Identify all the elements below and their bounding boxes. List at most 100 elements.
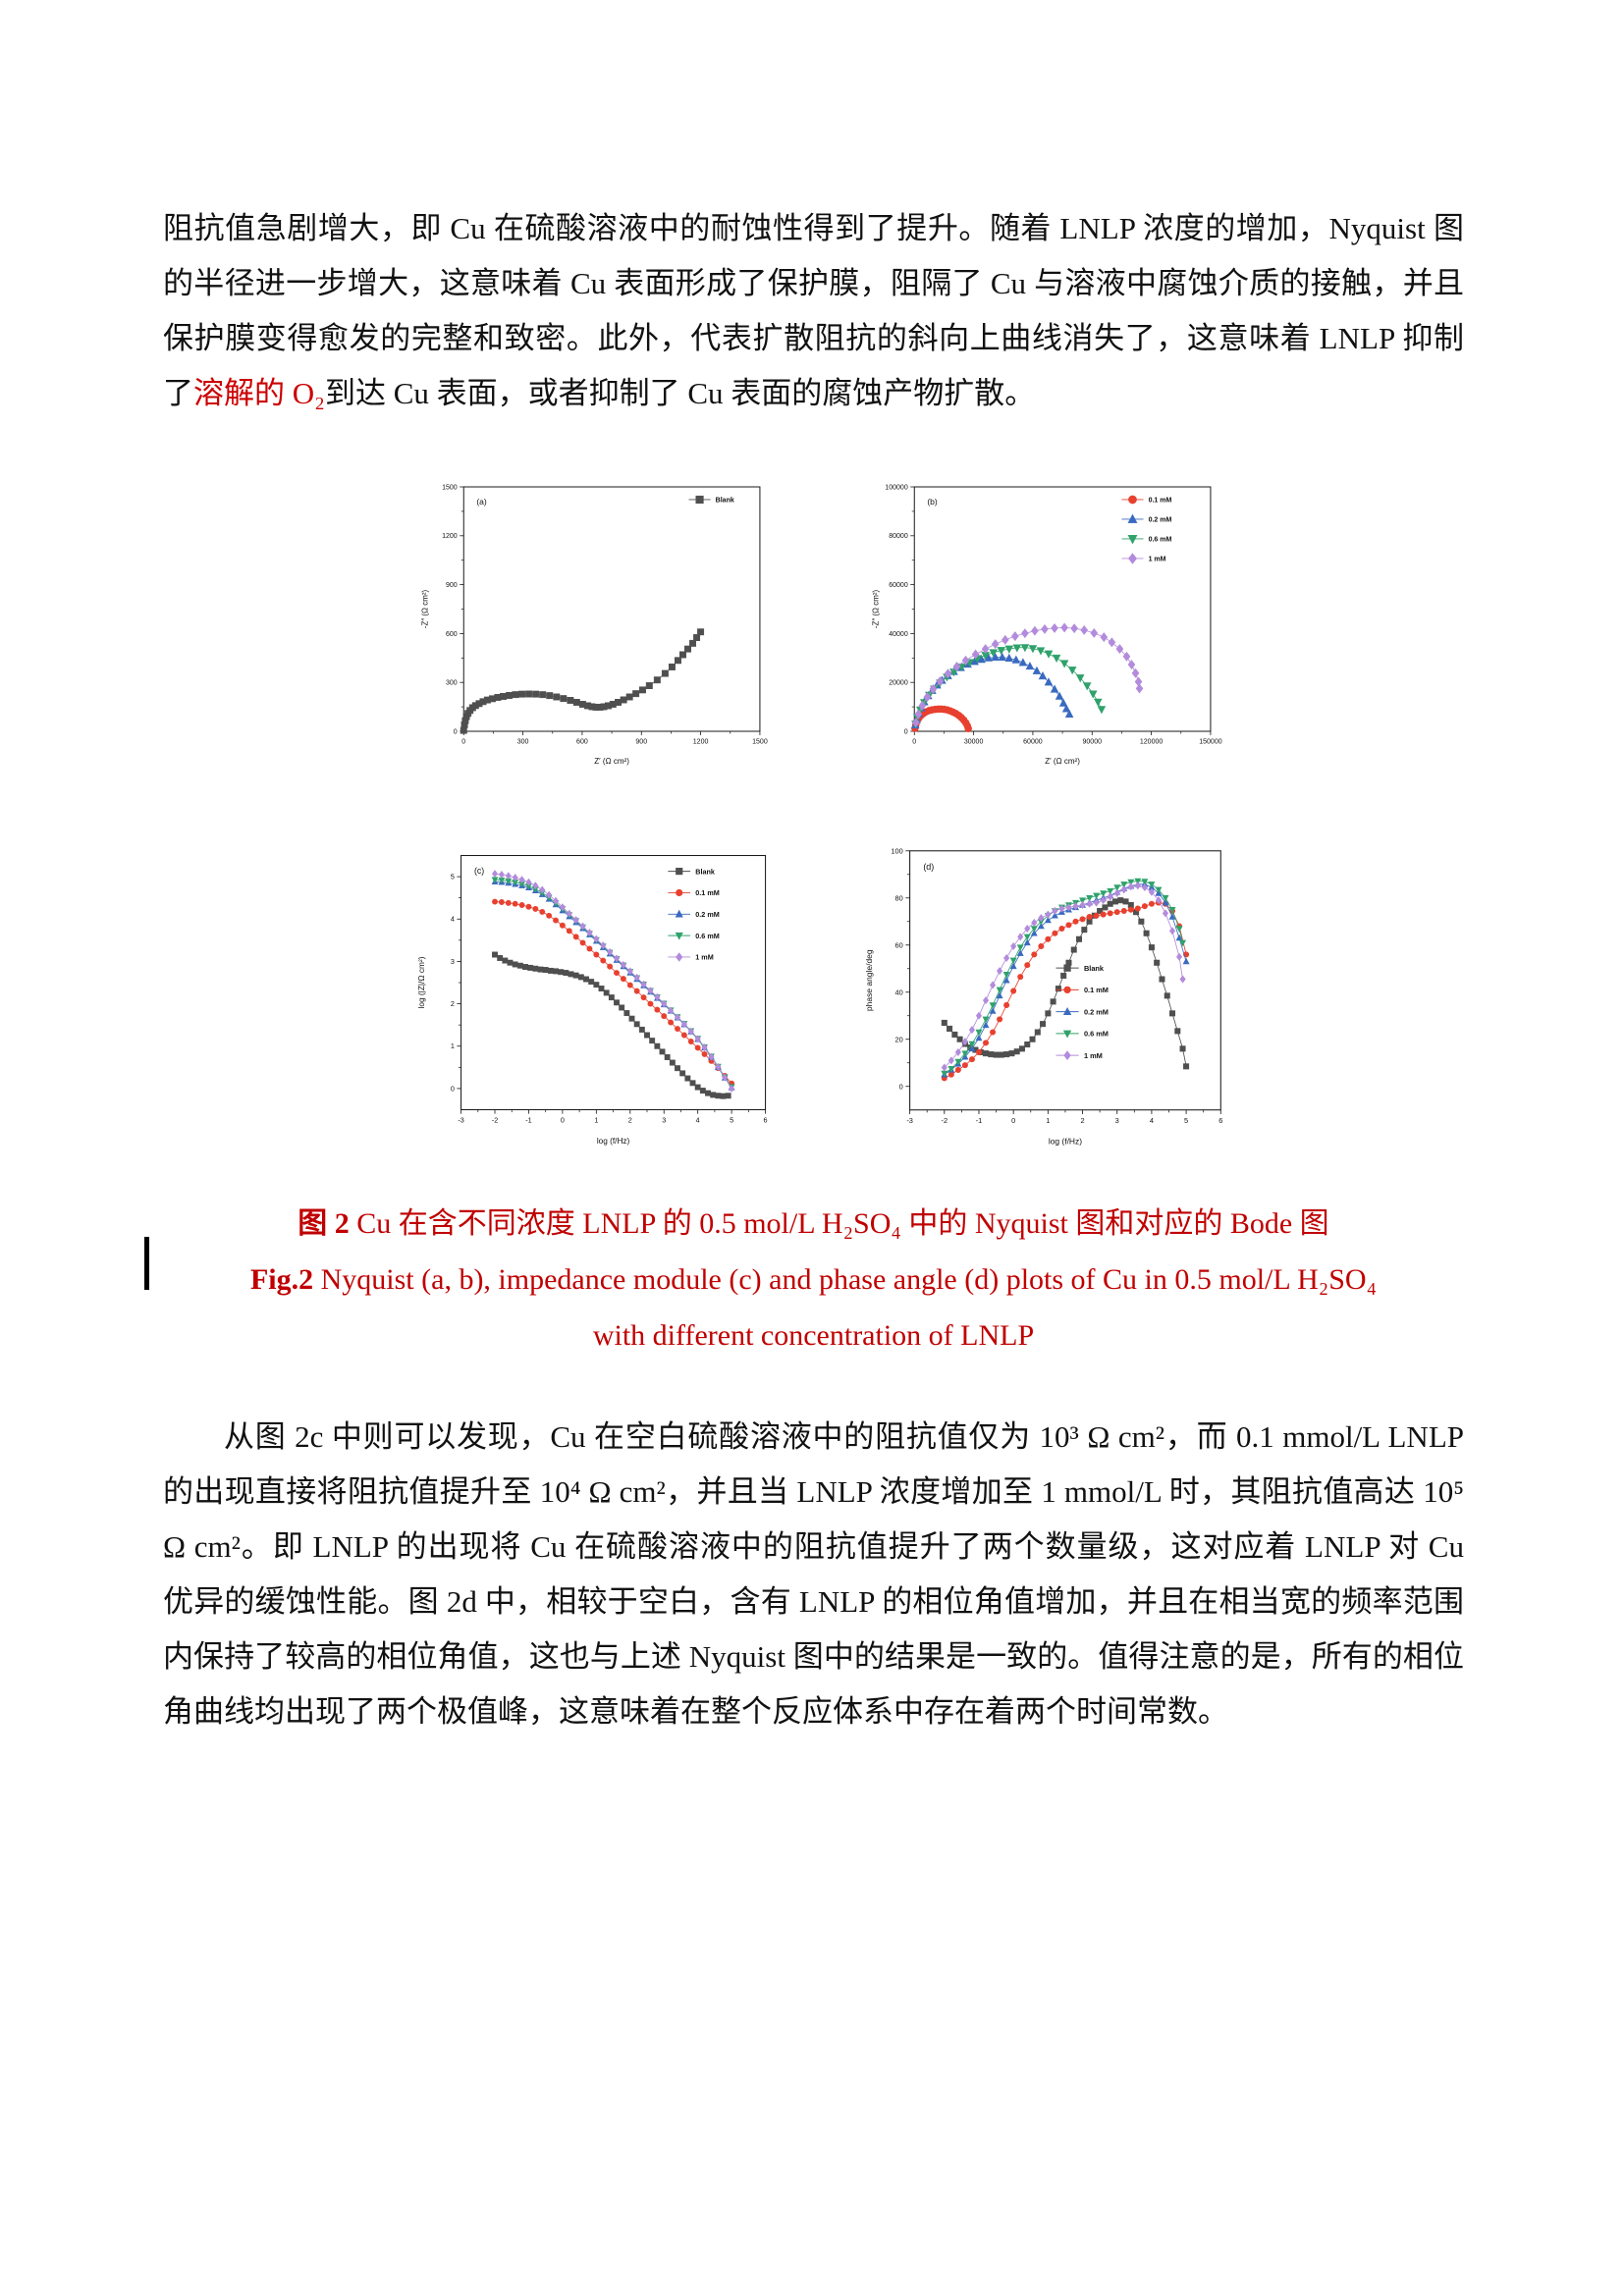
svg-text:40000: 40000 xyxy=(889,631,908,638)
figure-caption-zh-label: 图 2 xyxy=(298,1207,350,1240)
svg-text:20000: 20000 xyxy=(889,680,908,687)
svg-text:2: 2 xyxy=(628,1115,632,1124)
svg-text:4: 4 xyxy=(1150,1116,1154,1125)
svg-text:3: 3 xyxy=(451,957,455,966)
svg-text:-Z″ (Ω cm²): -Z″ (Ω cm²) xyxy=(872,589,881,628)
svg-text:20: 20 xyxy=(895,1035,903,1043)
svg-text:600: 600 xyxy=(446,631,458,638)
svg-text:300: 300 xyxy=(446,680,458,687)
svg-text:0: 0 xyxy=(454,728,458,735)
figure-caption-zh: 图 2 Cu 在含不同浓度 LNLP 的 0.5 mol/L H₂SO₄ 中的 … xyxy=(163,1196,1464,1252)
svg-text:1200: 1200 xyxy=(442,533,458,540)
svg-text:2: 2 xyxy=(451,999,455,1008)
svg-text:0.6 mM: 0.6 mM xyxy=(695,932,720,940)
svg-text:6: 6 xyxy=(764,1115,768,1124)
svg-text:0.2 mM: 0.2 mM xyxy=(695,910,720,919)
svg-text:600: 600 xyxy=(576,739,588,746)
figure-caption-en: Fig.2 Nyquist (a, b), impedance module (… xyxy=(163,1252,1464,1308)
svg-text:0: 0 xyxy=(461,739,465,746)
svg-text:2: 2 xyxy=(1080,1116,1084,1125)
svg-text:90000: 90000 xyxy=(1082,739,1102,746)
revision-change-bar xyxy=(144,1237,149,1290)
svg-text:60000: 60000 xyxy=(889,582,908,589)
svg-text:5: 5 xyxy=(1184,1116,1188,1125)
svg-text:5: 5 xyxy=(730,1115,733,1124)
svg-text:3: 3 xyxy=(662,1115,666,1124)
svg-text:60: 60 xyxy=(895,940,903,949)
svg-text:0.1 mM: 0.1 mM xyxy=(1149,498,1172,505)
svg-text:1: 1 xyxy=(594,1115,598,1124)
svg-text:30000: 30000 xyxy=(964,739,984,746)
svg-text:40: 40 xyxy=(895,988,903,996)
svg-text:1500: 1500 xyxy=(752,739,768,746)
svg-text:0: 0 xyxy=(912,739,916,746)
svg-text:Blank: Blank xyxy=(716,498,734,505)
paragraph-1-highlighted-text: 溶解的 O₂ xyxy=(193,376,325,410)
svg-text:(a): (a) xyxy=(476,497,487,507)
svg-text:Blank: Blank xyxy=(1084,964,1105,973)
paragraph-1-text: 阻抗值急剧增大，即 Cu 在硫酸溶液中的耐蚀性得到了提升。随着 LNLP 浓度的… xyxy=(163,211,1464,410)
svg-text:-1: -1 xyxy=(525,1115,531,1124)
svg-text:Z′ (Ω cm²): Z′ (Ω cm²) xyxy=(1045,757,1080,766)
chart-a-nyquist-blank: 0 300 600 900 1200 1500 0 300 600 900 1200 1500 Z′ (… xyxy=(417,474,773,769)
svg-text:Z′ (Ω cm²): Z′ (Ω cm²) xyxy=(594,757,629,766)
svg-text:0.2 mM: 0.2 mM xyxy=(1084,1007,1109,1016)
svg-text:1200: 1200 xyxy=(693,739,709,746)
svg-text:1: 1 xyxy=(451,1041,455,1050)
svg-text:4: 4 xyxy=(696,1115,700,1124)
svg-text:0.6 mM: 0.6 mM xyxy=(1149,537,1172,544)
svg-text:80: 80 xyxy=(895,893,903,902)
chart-b-nyquist-concentrations: 0 30000 60000 90000 120000 150000 0 20000 40000 6… xyxy=(868,474,1223,769)
chart-d-bode-phase-angle: -3 -2 -1 0 1 2 3 4 5 6 0 20 40 60 80 100 log (f/Hz) phase… xyxy=(861,837,1234,1149)
svg-text:0: 0 xyxy=(904,728,908,735)
svg-text:0.6 mM: 0.6 mM xyxy=(1084,1030,1109,1039)
figure-caption-en-label: Fig.2 xyxy=(249,1263,314,1296)
figure-caption-zh-text: Cu 在含不同浓度 LNLP 的 0.5 mol/L H₂SO₄ 中的 Nyqu… xyxy=(349,1207,1329,1240)
svg-text:(d): (d) xyxy=(923,862,934,872)
svg-text:-2: -2 xyxy=(942,1116,948,1125)
svg-text:120000: 120000 xyxy=(1140,739,1164,746)
svg-text:60000: 60000 xyxy=(1023,739,1043,746)
paragraph-1-text-tail: 到达 Cu 表面，或者抑制了 Cu 表面的腐蚀产物扩散。 xyxy=(324,376,1036,410)
figure-caption: 图 2 Cu 在含不同浓度 LNLP 的 0.5 mol/L H₂SO₄ 中的 … xyxy=(163,1196,1464,1363)
svg-text:80000: 80000 xyxy=(889,533,908,540)
svg-text:(c): (c) xyxy=(474,866,484,876)
svg-text:0.1 mM: 0.1 mM xyxy=(1084,986,1109,994)
svg-text:900: 900 xyxy=(446,582,458,589)
svg-text:phase angle/deg: phase angle/deg xyxy=(864,949,874,1011)
svg-text:-1: -1 xyxy=(976,1116,983,1125)
svg-text:3: 3 xyxy=(1115,1116,1119,1125)
svg-text:1500: 1500 xyxy=(442,484,458,491)
svg-text:900: 900 xyxy=(635,739,647,746)
svg-text:300: 300 xyxy=(517,739,529,746)
svg-text:0: 0 xyxy=(561,1115,565,1124)
svg-text:0.2 mM: 0.2 mM xyxy=(1149,517,1172,524)
figure-caption-en-text: Nyquist (a, b), impedance module (c) and… xyxy=(313,1263,1378,1296)
paragraph-1: 阻抗值急剧增大，即 Cu 在硫酸溶液中的耐蚀性得到了提升。随着 LNLP 浓度的… xyxy=(163,201,1464,421)
svg-text:1: 1 xyxy=(1046,1116,1050,1125)
svg-text:log (f/Hz): log (f/Hz) xyxy=(597,1136,630,1146)
svg-text:0: 0 xyxy=(899,1082,903,1091)
svg-text:150000: 150000 xyxy=(1199,739,1222,746)
svg-text:0: 0 xyxy=(451,1084,455,1093)
paragraph-2: 从图 2c 中则可以发现，Cu 在空白硫酸溶液中的阻抗值仅为 10³ Ω cm²… xyxy=(163,1419,1464,1729)
svg-text:1 mM: 1 mM xyxy=(695,953,713,962)
figure-caption-en-line2: with different concentration of LNLP xyxy=(592,1319,1035,1352)
svg-text:-2: -2 xyxy=(492,1115,498,1124)
svg-text:5: 5 xyxy=(451,873,455,881)
svg-text:(b): (b) xyxy=(927,497,938,507)
svg-text:Blank: Blank xyxy=(695,867,716,876)
svg-text:-Z″ (Ω cm²): -Z″ (Ω cm²) xyxy=(421,589,430,628)
svg-text:-3: -3 xyxy=(906,1116,913,1125)
svg-text:100000: 100000 xyxy=(885,484,908,491)
svg-text:1 mM: 1 mM xyxy=(1149,557,1166,563)
chart-c-bode-impedance-module: -3 -2 -1 0 1 2 3 4 5 6 0 1 2 3 4 5 log (f/Hz) log (|Z|/Ω … xyxy=(413,842,779,1148)
svg-text:1 mM: 1 mM xyxy=(1084,1051,1103,1060)
svg-text:4: 4 xyxy=(451,915,455,924)
svg-text:0: 0 xyxy=(1011,1116,1015,1125)
svg-text:log (|Z|/Ω cm²): log (|Z|/Ω cm²) xyxy=(416,956,426,1008)
svg-text:100: 100 xyxy=(891,846,902,855)
svg-text:6: 6 xyxy=(1218,1116,1222,1125)
svg-text:-3: -3 xyxy=(458,1115,463,1124)
